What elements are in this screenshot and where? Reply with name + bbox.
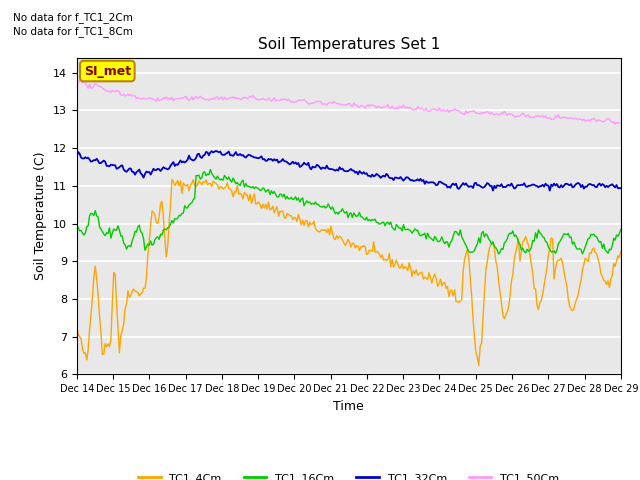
TC1_16Cm: [73, 222, 81, 228]
TC1_16Cm: [108, 230, 116, 236]
TC1_16Cm: [354, 212, 362, 218]
TC1_16Cm: [495, 251, 502, 257]
TC1_50Cm: [354, 104, 362, 109]
TC1_50Cm: [611, 121, 619, 127]
TC1_50Cm: [73, 80, 81, 85]
Line: TC1_50Cm: TC1_50Cm: [77, 80, 621, 124]
TC1_50Cm: [617, 120, 625, 126]
TC1_32Cm: [354, 171, 362, 177]
TC1_4Cm: [92, 264, 99, 269]
TC1_16Cm: [617, 227, 625, 232]
TC1_50Cm: [616, 120, 623, 126]
TC1_4Cm: [462, 251, 470, 257]
TC1_32Cm: [543, 182, 551, 188]
TC1_32Cm: [462, 180, 470, 186]
TC1_4Cm: [73, 325, 81, 331]
TC1_32Cm: [616, 185, 623, 191]
TC1_32Cm: [617, 185, 625, 191]
TC1_50Cm: [93, 82, 100, 88]
X-axis label: Time: Time: [333, 400, 364, 413]
TC1_4Cm: [354, 243, 362, 249]
TC1_16Cm: [462, 242, 470, 248]
Line: TC1_32Cm: TC1_32Cm: [77, 151, 621, 191]
TC1_50Cm: [110, 88, 118, 94]
Text: SI_met: SI_met: [84, 64, 131, 78]
TC1_32Cm: [546, 188, 554, 193]
TC1_32Cm: [92, 157, 99, 163]
TC1_32Cm: [73, 154, 81, 159]
Legend: TC1_4Cm, TC1_16Cm, TC1_32Cm, TC1_50Cm: TC1_4Cm, TC1_16Cm, TC1_32Cm, TC1_50Cm: [134, 468, 564, 480]
TC1_50Cm: [462, 108, 470, 114]
TC1_16Cm: [545, 244, 552, 250]
TC1_4Cm: [475, 363, 483, 369]
TC1_16Cm: [207, 167, 214, 172]
TC1_4Cm: [617, 249, 625, 254]
TC1_4Cm: [545, 252, 552, 258]
Title: Soil Temperatures Set 1: Soil Temperatures Set 1: [258, 37, 440, 52]
TC1_4Cm: [168, 177, 176, 182]
TC1_16Cm: [616, 231, 623, 237]
Text: No data for f_TC1_2Cm: No data for f_TC1_2Cm: [13, 12, 132, 23]
TC1_50Cm: [76, 77, 83, 83]
TC1_32Cm: [212, 148, 220, 154]
TC1_4Cm: [616, 254, 623, 260]
TC1_16Cm: [92, 208, 99, 214]
Line: TC1_16Cm: TC1_16Cm: [77, 169, 621, 254]
TC1_4Cm: [108, 300, 116, 306]
Y-axis label: Soil Temperature (C): Soil Temperature (C): [35, 152, 47, 280]
TC1_32Cm: [108, 162, 116, 168]
Line: TC1_4Cm: TC1_4Cm: [77, 180, 621, 366]
TC1_50Cm: [543, 116, 551, 121]
Text: No data for f_TC1_8Cm: No data for f_TC1_8Cm: [13, 26, 132, 37]
